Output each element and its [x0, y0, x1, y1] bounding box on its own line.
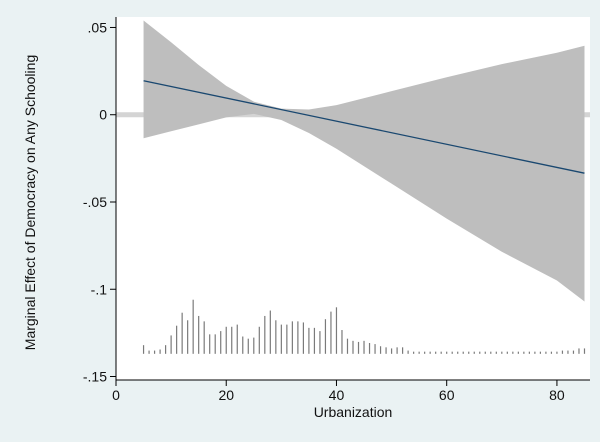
x-axis-title: Urbanization [314, 404, 393, 420]
histogram-group [142, 299, 586, 354]
x-tick-label: 60 [439, 387, 455, 403]
confidence-band-group [143, 20, 585, 302]
y-tick-label: -.05 [83, 194, 107, 210]
axes-group [115, 17, 590, 381]
x-tick-label: 80 [549, 387, 565, 403]
ticks-group: 0 20 40 60 80 .05 0 -.05 -.1 -.15 [83, 19, 565, 403]
marginal-effect-line [143, 80, 585, 174]
y-tick-label: 0 [99, 107, 107, 123]
y-axis-title: Marginal Effect of Democracy on Any Scho… [22, 55, 38, 350]
y-tick-label: -.15 [83, 369, 107, 385]
y-tick-label: .05 [88, 19, 108, 35]
x-tick-label: 0 [112, 387, 120, 403]
x-tick-label: 40 [329, 387, 345, 403]
y-tick-label: -.1 [91, 281, 108, 297]
x-tick-label: 20 [218, 387, 234, 403]
effect-line-group [143, 80, 585, 174]
confidence-band [143, 20, 585, 302]
